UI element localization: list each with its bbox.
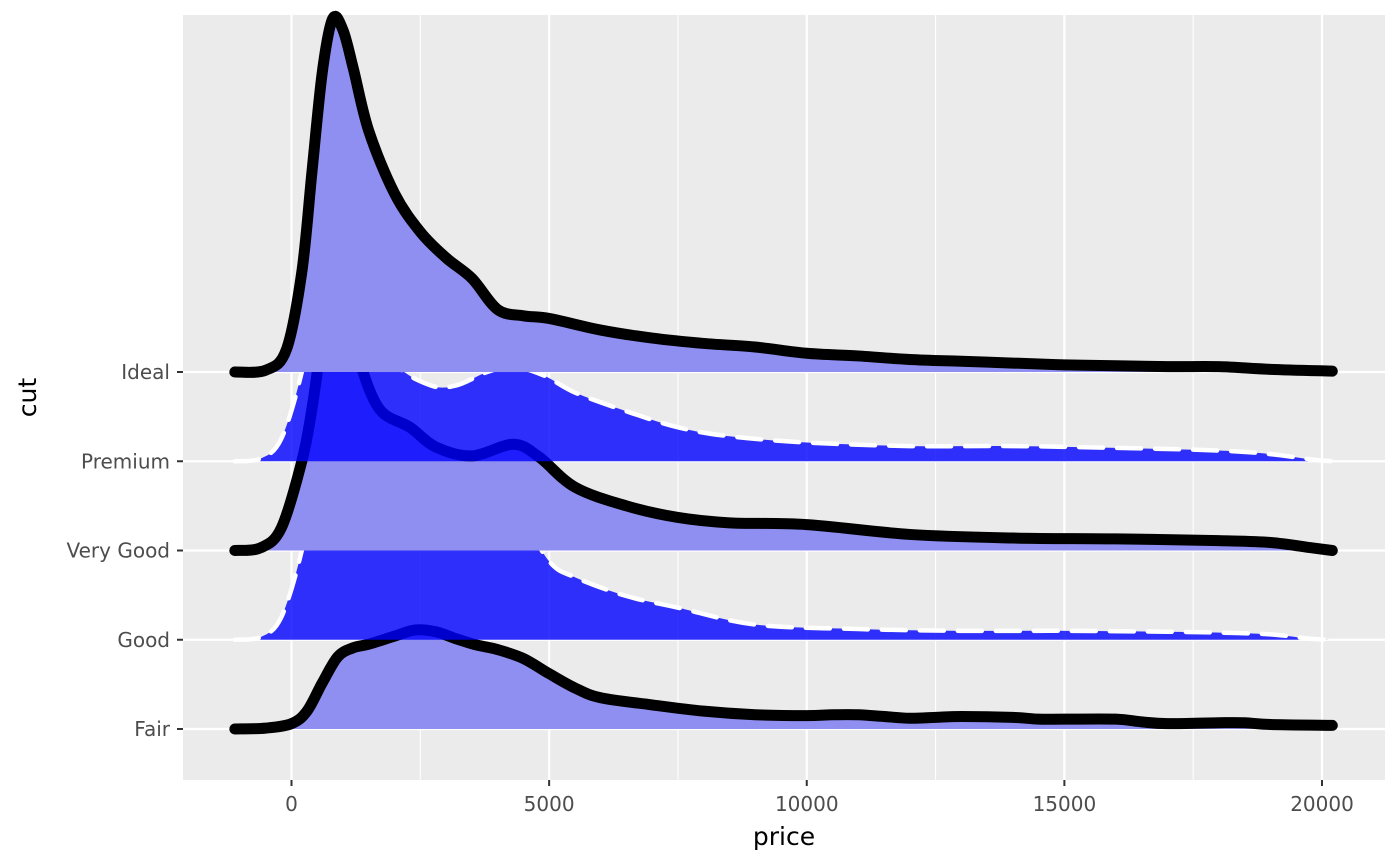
ridge-line (229, 624, 1338, 735)
y-tick-label: Fair (134, 717, 170, 741)
x-axis-title: price (753, 822, 815, 851)
ridge-fill (234, 282, 1333, 551)
y-axis: Fair Good Very Good Premium Ideal (66, 360, 183, 741)
ridge-line (229, 10, 1338, 378)
ridge-fill (234, 223, 1333, 462)
ridges (229, 10, 1338, 735)
ridge-fair (229, 624, 1338, 735)
x-tick-label: 10000 (775, 792, 839, 816)
x-tick-label: 5000 (524, 792, 575, 816)
x-axis: 0 5000 10000 15000 20000 (285, 780, 1354, 816)
x-tick-label: 15000 (1033, 792, 1097, 816)
ridge-ideal (229, 10, 1338, 378)
x-tick-label: 20000 (1290, 792, 1354, 816)
y-tick-label: Good (117, 628, 170, 652)
ridge-fill (234, 402, 1333, 640)
y-axis-title: cut (13, 378, 42, 418)
x-tick-label: 0 (285, 792, 298, 816)
y-tick-label: Premium (81, 449, 170, 473)
y-tick-label: Ideal (121, 360, 170, 384)
y-tick-label: Very Good (66, 539, 170, 563)
